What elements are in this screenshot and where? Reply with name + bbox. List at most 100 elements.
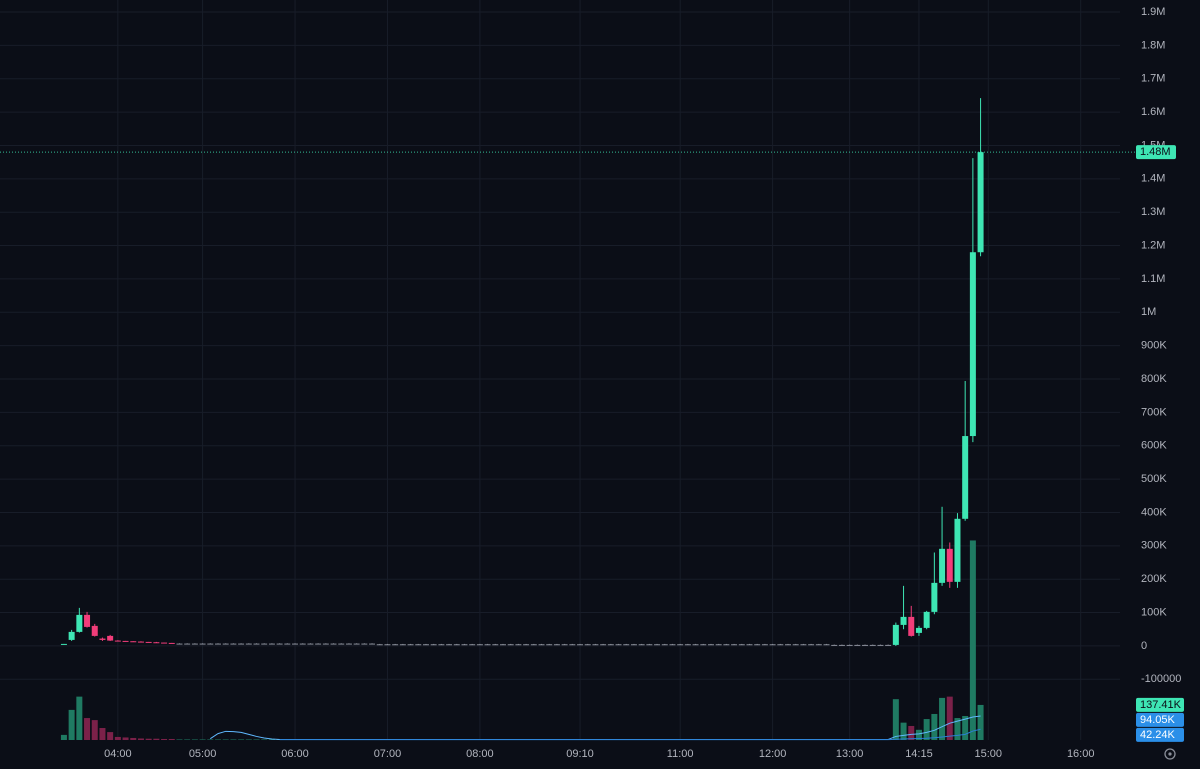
- candle-body: [569, 644, 576, 646]
- candle-body: [561, 644, 568, 646]
- candle-body: [161, 642, 168, 644]
- volume-bar: [76, 696, 83, 740]
- candle-body: [315, 643, 322, 645]
- y-tick-label: 300K: [1141, 540, 1167, 552]
- candle-body: [376, 644, 383, 646]
- volume-bar: [261, 739, 268, 740]
- candle-body: [214, 643, 221, 645]
- candle-body: [261, 643, 268, 645]
- candle-body: [130, 641, 137, 643]
- candle-body: [530, 644, 537, 646]
- candle-body: [661, 644, 668, 646]
- x-tick-label: 15:00: [975, 748, 1003, 760]
- volume-bar: [908, 725, 915, 740]
- candle-body: [723, 644, 730, 646]
- candle-body: [484, 644, 491, 646]
- candle-body: [538, 644, 545, 646]
- volume-bar: [145, 738, 152, 740]
- candle-body: [399, 644, 406, 646]
- candle-body: [731, 644, 738, 646]
- x-tick-label: 05:00: [189, 748, 217, 760]
- gear-icon[interactable]: [1164, 748, 1176, 760]
- candle-body: [800, 644, 807, 646]
- x-tick-label: 08:00: [466, 748, 494, 760]
- candle-body: [299, 643, 306, 645]
- volume-bar: [230, 739, 237, 740]
- candle-body: [60, 643, 67, 645]
- candle-body: [238, 643, 245, 645]
- volume-bar: [253, 739, 260, 740]
- volume-bar: [184, 739, 191, 740]
- y-tick-label: 900K: [1141, 340, 1167, 352]
- candle-body: [107, 635, 114, 641]
- candle-body: [746, 644, 753, 646]
- volume-bar: [107, 732, 114, 740]
- candle-body: [276, 643, 283, 645]
- volume-bar: [84, 718, 91, 740]
- x-tick-label: 13:00: [836, 748, 864, 760]
- volume-bar: [199, 739, 206, 740]
- volume-bar: [946, 696, 953, 740]
- volume-badge: [1136, 727, 1184, 742]
- candle-body: [253, 643, 260, 645]
- candle-body: [168, 642, 175, 644]
- y-tick-label: 1.7M: [1141, 73, 1165, 85]
- candle-body: [369, 643, 376, 645]
- y-tick-label: 700K: [1141, 406, 1167, 418]
- candle-body: [307, 643, 314, 645]
- candle-body: [862, 644, 869, 646]
- candle-body: [245, 643, 252, 645]
- candle-body: [707, 644, 714, 646]
- candle-body: [615, 644, 622, 646]
- volume-bar: [91, 720, 98, 740]
- candle-body: [476, 644, 483, 646]
- candle-body: [230, 643, 237, 645]
- candle-body: [584, 644, 591, 646]
- candle-body: [677, 644, 684, 646]
- candle-body: [453, 644, 460, 646]
- volume-bar: [892, 699, 899, 740]
- candle-body: [292, 643, 299, 645]
- volume-bar: [977, 704, 984, 740]
- candle-body: [838, 644, 845, 646]
- volume-bar: [954, 718, 961, 740]
- volume-badge: [1136, 712, 1184, 727]
- x-tick-label: 06:00: [281, 748, 309, 760]
- candle-body: [792, 644, 799, 646]
- candle-body: [900, 616, 907, 625]
- candle-body: [831, 644, 838, 646]
- volume-badge-label: 94.05K: [1140, 714, 1176, 726]
- candle-body: [846, 644, 853, 646]
- volume-bar: [168, 738, 175, 740]
- candle-body: [969, 252, 976, 437]
- y-tick-label: -100000: [1141, 673, 1181, 685]
- volume-bar: [137, 738, 144, 740]
- candle-body: [430, 644, 437, 646]
- y-tick-label: 500K: [1141, 473, 1167, 485]
- gear-center[interactable]: [1168, 752, 1172, 756]
- candle-body: [630, 644, 637, 646]
- candle-body: [638, 644, 645, 646]
- x-tick-label: 14:15: [905, 748, 933, 760]
- volume-bar: [900, 722, 907, 740]
- candle-body: [854, 644, 861, 646]
- candle-body: [191, 643, 198, 645]
- candle-body: [592, 644, 599, 646]
- candle-body: [885, 644, 892, 646]
- candle-body: [446, 644, 453, 646]
- candle-body: [954, 518, 961, 582]
- volume-bar: [114, 736, 121, 740]
- candle-body: [692, 644, 699, 646]
- candle-body: [422, 644, 429, 646]
- candle-body: [199, 643, 206, 645]
- candle-body: [84, 614, 91, 627]
- volume-bar: [161, 738, 168, 740]
- candle-body: [654, 644, 661, 646]
- candle-body: [962, 436, 969, 519]
- candle-body: [361, 643, 368, 645]
- candle-body: [145, 641, 152, 643]
- volume-bar: [99, 728, 106, 740]
- candle-body: [176, 643, 183, 645]
- settings-button[interactable]: [1164, 748, 1176, 760]
- y-tick-label: 400K: [1141, 506, 1167, 518]
